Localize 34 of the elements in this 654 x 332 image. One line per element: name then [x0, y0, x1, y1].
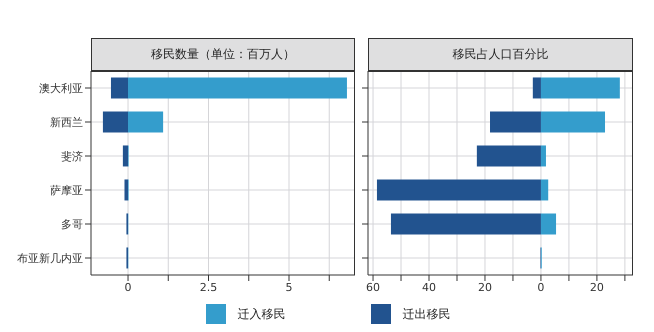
x-tick-label: 60 [366, 280, 380, 294]
bar [128, 77, 347, 98]
bar [532, 77, 541, 98]
bar [540, 213, 556, 234]
chart-title: 移民占人口百分比 [368, 38, 633, 71]
bar [128, 111, 164, 132]
bar [490, 111, 541, 132]
x-tick-label: 20 [590, 280, 604, 294]
x-tick-label: 0 [124, 280, 132, 294]
bar [124, 179, 128, 200]
y-tick-label: 澳大利亚 [39, 82, 83, 95]
bar [102, 111, 128, 132]
y-tick-label: 斐济 [61, 150, 83, 163]
bar [540, 145, 546, 166]
bar [122, 145, 128, 166]
x-tick-label: 20 [478, 280, 492, 294]
chart-title: 移民数量（单位：百万人） [91, 38, 355, 71]
bar [476, 145, 541, 166]
bar [540, 179, 548, 200]
bar [390, 213, 541, 234]
bar [376, 179, 541, 200]
x-tick-label: 40 [422, 280, 436, 294]
y-tick-label: 布亚新几内亚 [17, 252, 83, 265]
y-tick-label: 萨摩亚 [50, 184, 83, 197]
bar [540, 111, 606, 132]
x-tick-label: 0 [537, 280, 544, 294]
bar [110, 77, 128, 98]
legend-label: 迁出移民 [402, 306, 450, 322]
bar [540, 77, 620, 98]
x-tick-label: 5 [286, 280, 292, 294]
y-tick-label: 新西兰 [50, 116, 83, 129]
x-tick-label: 2.5 [200, 280, 218, 294]
legend-label: 迁入移民 [238, 306, 286, 322]
y-tick-label: 多哥 [61, 218, 83, 231]
